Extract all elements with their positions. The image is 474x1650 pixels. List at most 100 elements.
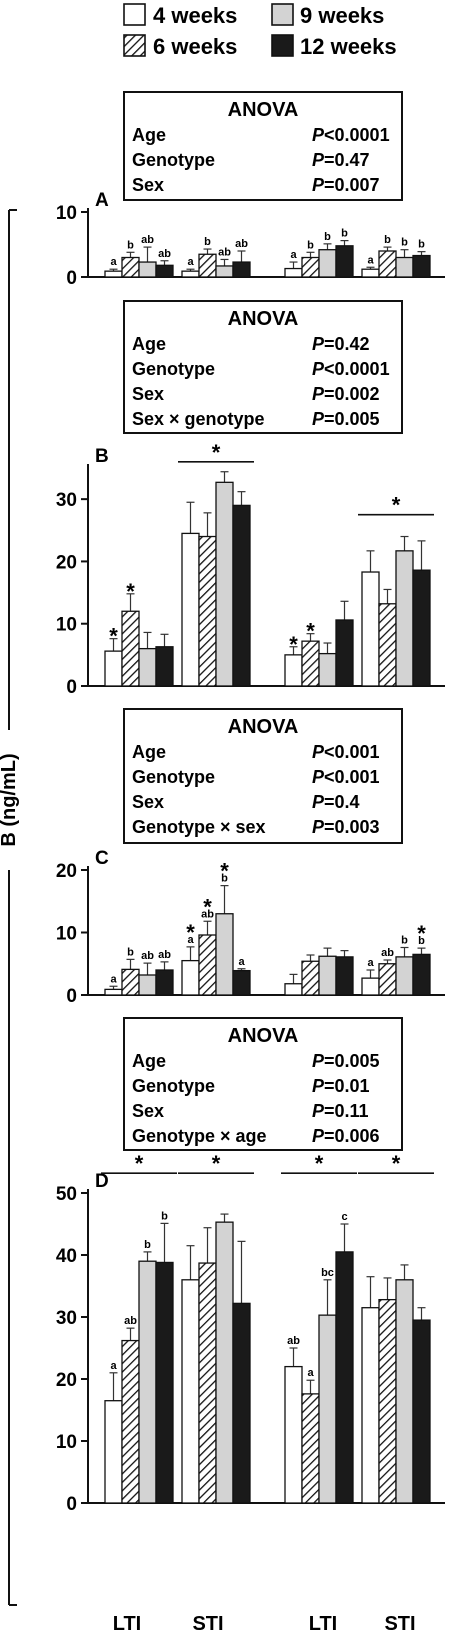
y-tick-label: 0 xyxy=(66,1494,77,1515)
bar xyxy=(301,1393,320,1504)
anova-p-value: P=0.11 xyxy=(312,1101,369,1121)
bar-significance-star: * xyxy=(417,921,426,946)
bar xyxy=(181,270,200,278)
bar-letter: b xyxy=(127,239,134,251)
bar-letter: b xyxy=(324,231,331,243)
bar xyxy=(395,256,414,278)
anova-box-B: ANOVA Age P=0.42 Genotype P<0.0001 Sex P=0.002… xyxy=(123,300,403,434)
bar xyxy=(232,261,251,278)
anova-factor: Genotype xyxy=(132,359,215,379)
bar xyxy=(104,650,123,687)
bar-letter: ab xyxy=(158,248,171,260)
bar xyxy=(284,1365,303,1504)
anova-border xyxy=(123,91,403,201)
bar xyxy=(215,481,234,687)
significance-star: * xyxy=(212,440,221,465)
anova-factor: Age xyxy=(132,334,166,354)
anova-p-value: P=0.005 xyxy=(312,409,380,429)
bar xyxy=(412,953,431,996)
bar-letter: ab xyxy=(141,950,154,962)
bar xyxy=(395,956,414,996)
bar xyxy=(138,1260,157,1504)
bar-letter: a xyxy=(110,256,117,268)
bar xyxy=(104,270,123,278)
bar xyxy=(318,249,337,278)
bar xyxy=(378,603,397,687)
anova-border xyxy=(123,708,403,844)
bar xyxy=(215,1221,234,1504)
bar-letter: ab xyxy=(235,238,248,250)
bar xyxy=(215,265,234,278)
bar xyxy=(198,934,217,996)
bar xyxy=(361,1307,380,1504)
bar xyxy=(361,268,380,278)
anova-p-value: P<0.001 xyxy=(312,742,380,762)
y-tick-label: 40 xyxy=(56,1246,77,1267)
panel-B: ANOVA Age P=0.42 Genotype P<0.0001 Sex P=0.002… xyxy=(56,300,445,698)
panel-label: C xyxy=(95,848,109,869)
y-axis-label: B (ng/mL) xyxy=(0,753,20,846)
bar xyxy=(301,960,320,996)
anova-box-C: ANOVA Age P<0.001 Genotype P<0.001 Sex P=0.4 Ge… xyxy=(123,708,403,844)
legend-swatch-4-weeks xyxy=(123,3,146,26)
bar xyxy=(318,955,337,996)
anova-p-value: P=0.003 xyxy=(312,817,380,837)
panel-C: ANOVA Age P<0.001 Genotype P<0.001 Sex P=0.4 Ge… xyxy=(56,708,445,1007)
panel-label: A xyxy=(95,190,109,211)
bar xyxy=(198,253,217,278)
anova-factor: Genotype xyxy=(132,767,215,787)
bar xyxy=(284,267,303,278)
bar-significance-star: * xyxy=(109,624,118,649)
panel-A: ANOVA Age P<0.0001 Genotype P=0.47 Sex P=0.007… xyxy=(56,91,445,289)
anova-p-value: P<0.001 xyxy=(312,767,380,787)
bar xyxy=(335,1251,354,1504)
bar xyxy=(412,1319,431,1504)
bar xyxy=(181,532,200,687)
bar-letter: b xyxy=(418,239,425,251)
anova-p-value: P<0.0001 xyxy=(312,359,390,379)
anova-p-value: P=0.005 xyxy=(312,1051,380,1071)
bar xyxy=(378,1298,397,1504)
bar-letter: a xyxy=(290,249,297,261)
bar-letter: b xyxy=(221,873,228,885)
y-tick-label: 0 xyxy=(66,986,77,1007)
anova-factor: Sex xyxy=(132,792,164,812)
bar xyxy=(232,1302,251,1504)
panel-D: ANOVA Age P=0.005 Genotype P=0.01 Sex P=0.11 Ge… xyxy=(56,1017,445,1515)
anova-factor: Age xyxy=(132,1051,166,1071)
bar xyxy=(378,250,397,278)
y-tick-label: 20 xyxy=(56,552,77,573)
bar xyxy=(284,983,303,996)
bar-letter: a xyxy=(187,256,194,268)
bar-letter: b xyxy=(401,935,408,947)
legend-label-12-weeks: 12 weeks xyxy=(300,34,397,59)
bar xyxy=(412,569,431,687)
bar xyxy=(181,1279,200,1504)
bar xyxy=(232,504,251,687)
legend-label-4-weeks: 4 weeks xyxy=(153,3,237,28)
bar-significance-star: * xyxy=(203,894,212,919)
anova-box-D: ANOVA Age P=0.005 Genotype P=0.01 Sex P=0.11 Ge… xyxy=(123,1017,403,1151)
bar xyxy=(284,654,303,687)
bar xyxy=(155,264,174,278)
bar-letter: a xyxy=(307,1367,314,1379)
bar-letter: a xyxy=(110,1360,117,1372)
panel-label: D xyxy=(95,1171,109,1192)
anova-factor: Sex xyxy=(132,384,164,404)
anova-box-A: ANOVA Age P<0.0001 Genotype P=0.47 Sex P=0.007 xyxy=(123,91,403,201)
bar-letter: b xyxy=(418,935,425,947)
bar-letter: ab xyxy=(124,1315,137,1327)
bar xyxy=(121,1339,140,1504)
bar xyxy=(138,974,157,996)
bar-letter: b xyxy=(144,1239,151,1251)
y-tick-label: 30 xyxy=(56,1308,77,1329)
bar-letter: a xyxy=(110,973,117,985)
y-tick-label: 50 xyxy=(56,1184,77,1205)
legend-swatch-9-weeks xyxy=(271,3,294,26)
anova-p-value: P=0.006 xyxy=(312,1126,380,1146)
bar xyxy=(335,245,354,278)
bar xyxy=(361,977,380,996)
y-tick-label: 10 xyxy=(56,1432,77,1453)
x-axis-labels: LTI STI LTI STI female male xyxy=(113,1613,416,1650)
anova-factor: Age xyxy=(132,125,166,145)
